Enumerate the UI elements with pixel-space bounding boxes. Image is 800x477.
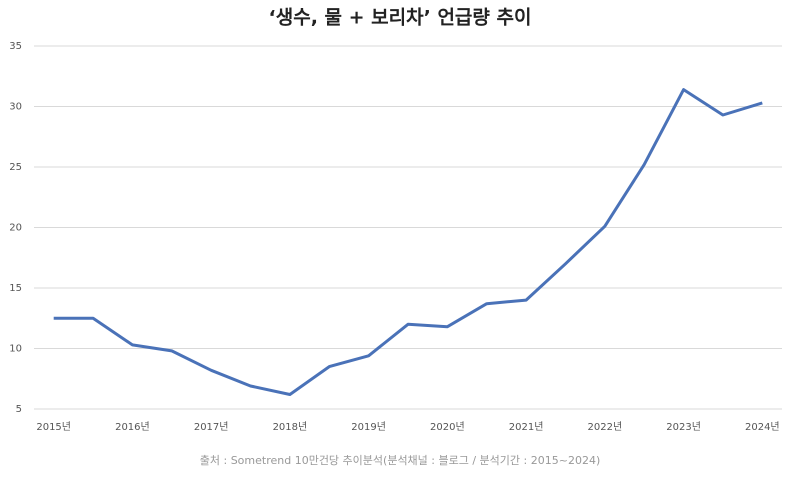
x-tick-label: 2020년 [430, 421, 465, 433]
chart-title: ‘생수, 물 + 보리차’ 언급량 추이 [269, 7, 532, 29]
x-tick-label: 2017년 [194, 421, 229, 433]
y-tick-label: 10 [9, 344, 22, 355]
data-line [53, 88, 763, 396]
x-tick-label: 2021년 [509, 421, 544, 433]
x-tick-label: 2022년 [588, 421, 623, 433]
y-tick-label: 25 [9, 162, 22, 173]
x-tick-label: 2019년 [351, 421, 386, 433]
x-tick-label: 2024년 [745, 421, 780, 433]
x-tick-label: 2015년 [36, 421, 71, 433]
x-tick-label: 2018년 [273, 421, 308, 433]
x-tick-label: 2016년 [115, 421, 150, 433]
y-tick-label: 20 [9, 223, 22, 234]
y-tick-label: 15 [9, 283, 22, 294]
y-tick-label: 5 [16, 404, 22, 415]
source-note: 출처 : Sometrend 10만건당 추이분석(분석채널 : 블로그 / 분… [200, 454, 600, 467]
y-tick-label: 35 [9, 41, 22, 52]
y-tick-label: 30 [9, 102, 22, 113]
x-tick-label: 2023년 [666, 421, 701, 433]
